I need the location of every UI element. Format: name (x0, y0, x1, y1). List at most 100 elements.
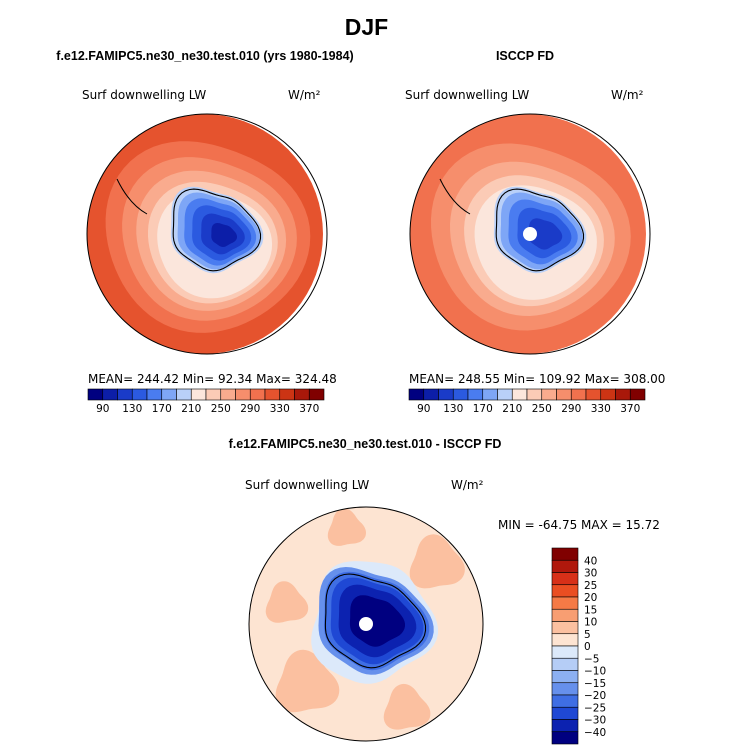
colorbar-swatch (585, 388, 602, 401)
colorbar-tick-label: −40 (584, 727, 606, 739)
contour-band (275, 649, 340, 713)
map-border (409, 113, 651, 355)
colorbar-tick-label: −25 (584, 702, 606, 714)
colorbar-tick-label: −15 (584, 678, 606, 690)
colorbar-tick-label: 170 (152, 403, 172, 415)
colorbar-swatch (497, 388, 513, 401)
contour-band (349, 595, 405, 647)
colorbar-tick-label: 15 (584, 604, 597, 616)
colorbar-swatch (551, 657, 579, 671)
colorbar-swatch (551, 694, 579, 708)
contour-band (409, 534, 465, 589)
panel-2-stats: MEAN= 248.55 Min= 109.92 Max= 308.00 (409, 372, 666, 386)
colorbar-tick-label: 90 (96, 403, 109, 415)
colorbar-swatch (629, 388, 646, 401)
colorbar-swatch (551, 596, 579, 610)
colorbar-swatch (570, 388, 587, 401)
panel-2-variable-label: Surf downwelling LW (405, 88, 530, 102)
page-title: DJF (344, 14, 389, 40)
diff-panel-units-label: W/m² (451, 478, 484, 492)
colorbar-swatch (551, 719, 579, 733)
colorbar-tick-label: 330 (591, 403, 611, 415)
colorbar-tick-label: 250 (211, 403, 231, 415)
coastline (116, 178, 148, 215)
map-border (86, 113, 328, 355)
colorbar-tick-label: 30 (584, 568, 597, 580)
colorbar-swatch (279, 388, 295, 401)
colorbar-swatch (190, 388, 207, 401)
colorbar-tick-label: 290 (561, 403, 581, 415)
colorbar-swatch (551, 559, 579, 573)
coastline (172, 188, 262, 272)
colorbar-tick-label: 90 (417, 403, 430, 415)
colorbar-swatch (161, 388, 177, 401)
diff-panel-variable-label: Surf downwelling LW (245, 478, 370, 492)
colorbar-swatch (205, 388, 222, 401)
colorbar-swatch (511, 388, 528, 401)
panel-1-stats: MEAN= 244.42 Min= 92.34 Max= 324.48 (88, 372, 337, 386)
colorbar-swatch (551, 706, 579, 720)
map-field (410, 114, 646, 354)
colorbar-swatch (551, 633, 579, 647)
colorbar-swatch (600, 388, 616, 401)
colorbar-swatch (551, 731, 579, 745)
colorbar-swatch (408, 388, 425, 401)
colorbar-swatch (87, 388, 104, 401)
colorbar-tick-label: 210 (502, 403, 522, 415)
colorbar-tick-label: 170 (473, 403, 493, 415)
colorbar-swatch (551, 621, 579, 635)
colorbar-swatch (308, 388, 325, 401)
colorbar-tick-label: 370 (620, 403, 640, 415)
panel-2-colorbar: 90 130 170 210 250 290 330 370 (408, 388, 646, 415)
colorbar-swatch (220, 388, 236, 401)
colorbar-swatch (551, 645, 579, 659)
colorbar-tick-label: −10 (584, 666, 606, 678)
panel-1-map (86, 113, 328, 355)
colorbar-swatch (551, 547, 579, 561)
colorbar-swatch (264, 388, 281, 401)
colorbar-swatch (551, 670, 579, 684)
colorbar-swatch (551, 608, 579, 622)
diff-panel-title: f.e12.FAMIPC5.ne30_ne30.test.010 - ISCCP… (228, 437, 502, 451)
colorbar-swatch (423, 388, 439, 401)
colorbar-swatch (615, 388, 631, 401)
panel-1-colorbar: 90 130 170 210 250 290 330 370 (87, 388, 325, 415)
colorbar-swatch (541, 388, 557, 401)
colorbar-tick-label: 10 (584, 617, 597, 629)
colorbar-swatch (235, 388, 251, 401)
colorbar-tick-label: 330 (270, 403, 290, 415)
panel-1-title: f.e12.FAMIPC5.ne30_ne30.test.010 (yrs 19… (56, 49, 354, 63)
diff-panel-minmax: MIN = -64.75 MAX = 15.72 (498, 518, 660, 532)
colorbar-tick-label: −5 (584, 653, 599, 665)
pole-hole (523, 227, 537, 241)
colorbar-tick-label: 20 (584, 592, 597, 604)
colorbar-tick-label: 250 (532, 403, 552, 415)
colorbar-tick-label: 40 (584, 555, 597, 567)
colorbar-swatch (438, 388, 454, 401)
contour-band (211, 223, 237, 247)
colorbar-tick-label: 290 (240, 403, 260, 415)
colorbar-swatch (249, 388, 266, 401)
colorbar-tick-label: 370 (299, 403, 319, 415)
coastline (324, 573, 427, 669)
panel-2-title: ISCCP FD (495, 49, 555, 63)
colorbar-swatch (467, 388, 484, 401)
colorbar-tick-label: 0 (584, 641, 591, 653)
contour-band (265, 581, 309, 623)
colorbar-swatch (526, 388, 543, 401)
colorbar-tick-label: 130 (122, 403, 142, 415)
colorbar-tick-label: −30 (584, 715, 606, 727)
contour-band (383, 683, 431, 730)
colorbar-swatch (551, 682, 579, 696)
colorbar-tick-label: 5 (584, 629, 591, 641)
panel-2-map (409, 113, 651, 355)
colorbar-swatch (102, 388, 118, 401)
contour-band (327, 508, 366, 546)
panel-2-units-label: W/m² (611, 88, 644, 102)
colorbar-swatch (551, 572, 579, 586)
coastline (495, 188, 585, 272)
colorbar-tick-label: 130 (443, 403, 463, 415)
panel-1-variable-label: Surf downwelling LW (82, 88, 207, 102)
diff-panel-map (248, 506, 484, 742)
